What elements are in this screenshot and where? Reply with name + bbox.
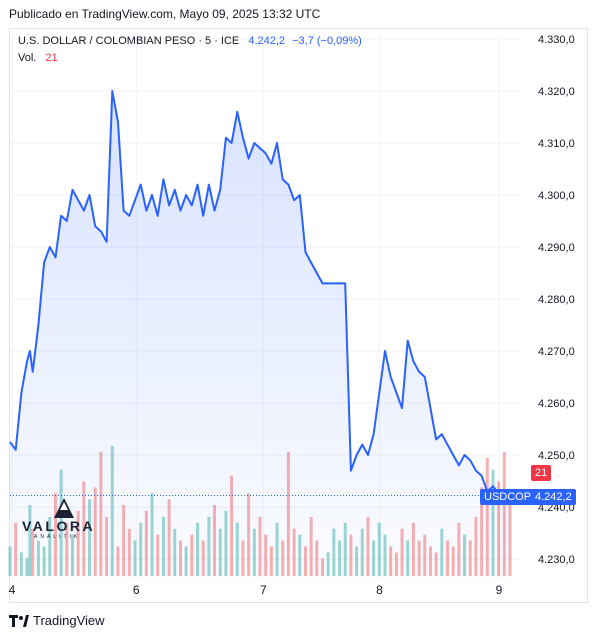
valora-logo: VALORA ANALITIK [22,496,97,542]
footer-brand: TradingView [33,613,105,628]
volume-value: 21 [45,52,58,64]
y-tick-label: 4.290,0 [538,242,575,254]
y-tick-label: 4.280,0 [538,294,575,306]
y-tick-label: 4.260,0 [538,398,575,410]
x-tick-label: 7 [260,583,267,597]
y-tick-label: 4.240,0 [538,502,575,514]
y-tick-label: 4.300,0 [538,190,575,202]
x-tick-label: 4 [9,583,16,597]
y-tick-label: 4.230,0 [538,554,575,566]
volume-label: Vol. [18,52,37,64]
y-tick-label: 4.330,0 [538,34,575,46]
valora-mark-icon [54,498,74,518]
price-area-fill [10,91,510,578]
chart-legend: U.S. DOLLAR / COLOMBIAN PESO · 5 · ICE 4… [18,35,362,47]
volume-legend: Vol. 21 [18,52,58,64]
y-tick-label: 4.310,0 [538,138,575,150]
symbol-title: U.S. DOLLAR / COLOMBIAN PESO · 5 · ICE [18,35,240,47]
x-tick-label: 6 [133,583,140,597]
x-tick-label: 9 [496,583,503,597]
symbol-badge: USDCOP [480,489,536,505]
tradingview-footer[interactable]: TradingView [9,613,105,628]
y-tick-label: 4.320,0 [538,86,575,98]
legend-change: −3,7 (−0,09%) [292,35,362,47]
tradingview-logo-icon [9,614,29,627]
watermark-line1: VALORA [22,518,96,534]
watermark-line2: ANALITIK [34,534,81,540]
price-badge: 4.242,2 [531,489,576,505]
y-tick-label: 4.270,0 [538,346,575,358]
chart-frame [9,28,588,603]
legend-price: 4.242,2 [248,35,286,47]
y-tick-label: 4.250,0 [538,450,575,462]
x-tick-label: 8 [376,583,383,597]
price-line [9,90,511,497]
volume-badge: 21 [531,465,552,481]
published-caption: Publicado en TradingView.com, Mayo 09, 2… [9,7,321,21]
